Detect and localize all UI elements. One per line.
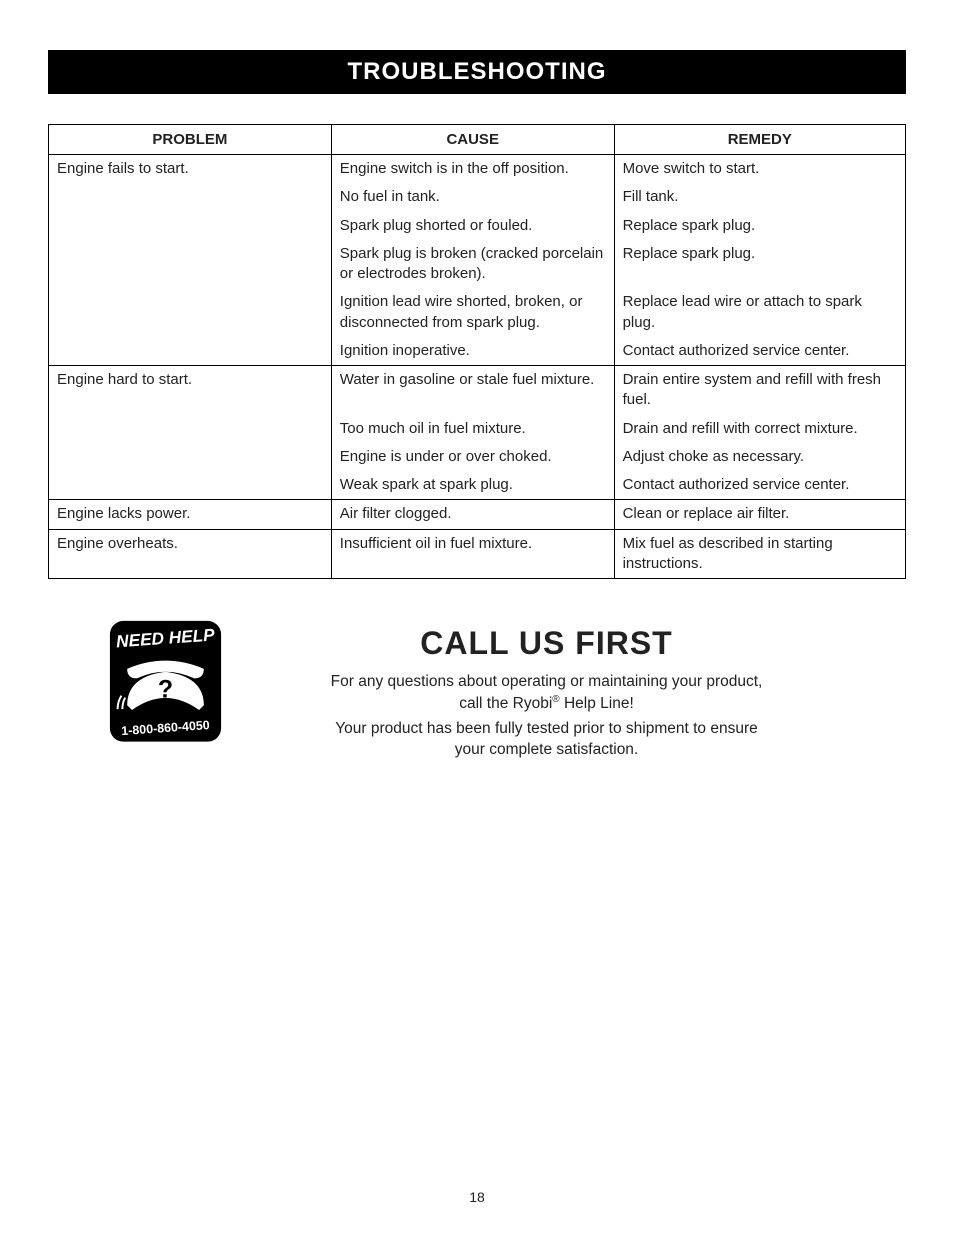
- table-row: Engine is under or over choked.Adjust ch…: [49, 443, 906, 471]
- callout-line2b: your complete satisfaction.: [455, 741, 639, 758]
- page-number: 18: [0, 1189, 954, 1205]
- svg-text:?: ?: [158, 676, 173, 704]
- cell-problem: Engine lacks power.: [49, 500, 332, 529]
- table-row: Too much oil in fuel mixture.Drain and r…: [49, 415, 906, 443]
- troubleshooting-table: PROBLEM CAUSE REMEDY Engine fails to sta…: [48, 124, 906, 579]
- cell-remedy: Mix fuel as described in starting instru…: [614, 529, 905, 579]
- cell-cause: Engine is under or over choked.: [331, 443, 614, 471]
- callout-line2a: Your product has been fully tested prior…: [335, 720, 758, 737]
- cell-remedy: Replace spark plug.: [614, 240, 905, 289]
- cell-remedy: Contact authorized service center.: [614, 471, 905, 500]
- cell-remedy: Replace lead wire or attach to spark plu…: [614, 288, 905, 337]
- cell-remedy: Drain and refill with correct mixture.: [614, 415, 905, 443]
- th-cause: CAUSE: [331, 125, 614, 155]
- cell-problem: [49, 471, 332, 500]
- table-row: Spark plug shorted or fouled.Replace spa…: [49, 212, 906, 240]
- table-row: Engine overheats.Insufficient oil in fue…: [49, 529, 906, 579]
- table-row: No fuel in tank.Fill tank.: [49, 183, 906, 211]
- table-row: Engine hard to start.Water in gasoline o…: [49, 366, 906, 415]
- callout-text: For any questions about operating or mai…: [247, 672, 846, 761]
- cell-cause: No fuel in tank.: [331, 183, 614, 211]
- table-row: Engine fails to start.Engine switch is i…: [49, 155, 906, 184]
- cell-problem: [49, 183, 332, 211]
- cell-remedy: Drain entire system and refill with fres…: [614, 366, 905, 415]
- callout-line1b-post: Help Line!: [560, 695, 634, 712]
- cell-problem: [49, 288, 332, 337]
- table-row: Weak spark at spark plug.Contact authori…: [49, 471, 906, 500]
- callout-title: CALL US FIRST: [247, 625, 846, 662]
- cell-problem: [49, 212, 332, 240]
- cell-problem: [49, 443, 332, 471]
- cell-cause: Insufficient oil in fuel mixture.: [331, 529, 614, 579]
- cell-cause: Engine switch is in the off position.: [331, 155, 614, 184]
- cell-cause: Too much oil in fuel mixture.: [331, 415, 614, 443]
- cell-problem: Engine overheats.: [49, 529, 332, 579]
- cell-problem: [49, 240, 332, 289]
- cell-remedy: Contact authorized service center.: [614, 337, 905, 366]
- cell-problem: Engine hard to start.: [49, 366, 332, 415]
- cell-remedy: Adjust choke as necessary.: [614, 443, 905, 471]
- cell-cause: Spark plug shorted or fouled.: [331, 212, 614, 240]
- cell-cause: Air filter clogged.: [331, 500, 614, 529]
- callout-line1a: For any questions about operating or mai…: [331, 673, 763, 690]
- cell-remedy: Clean or replace air filter.: [614, 500, 905, 529]
- cell-cause: Ignition inoperative.: [331, 337, 614, 366]
- cell-problem: [49, 337, 332, 366]
- cell-problem: [49, 415, 332, 443]
- cell-remedy: Replace spark plug.: [614, 212, 905, 240]
- th-problem: PROBLEM: [49, 125, 332, 155]
- cell-cause: Weak spark at spark plug.: [331, 471, 614, 500]
- table-row: Ignition inoperative.Contact authorized …: [49, 337, 906, 366]
- cell-problem: Engine fails to start.: [49, 155, 332, 184]
- cell-cause: Spark plug is broken (cracked porcelain …: [331, 240, 614, 289]
- table-row: Engine lacks power.Air filter clogged.Cl…: [49, 500, 906, 529]
- table-row: Spark plug is broken (cracked porcelain …: [49, 240, 906, 289]
- cell-remedy: Fill tank.: [614, 183, 905, 211]
- callout-line1b-pre: call the Ryobi: [459, 695, 552, 712]
- cell-cause: Water in gasoline or stale fuel mixture.: [331, 366, 614, 415]
- need-help-badge: NEED HELP ? 1-800-860-4050: [108, 619, 223, 744]
- table-row: Ignition lead wire shorted, broken, or d…: [49, 288, 906, 337]
- phone-badge-icon: NEED HELP ? 1-800-860-4050: [108, 619, 223, 744]
- th-remedy: REMEDY: [614, 125, 905, 155]
- callout-section: NEED HELP ? 1-800-860-4050 CALL US FIRST…: [48, 619, 906, 765]
- cell-cause: Ignition lead wire shorted, broken, or d…: [331, 288, 614, 337]
- registered-mark: ®: [552, 694, 559, 705]
- cell-remedy: Move switch to start.: [614, 155, 905, 184]
- section-title: TROUBLESHOOTING: [48, 50, 906, 94]
